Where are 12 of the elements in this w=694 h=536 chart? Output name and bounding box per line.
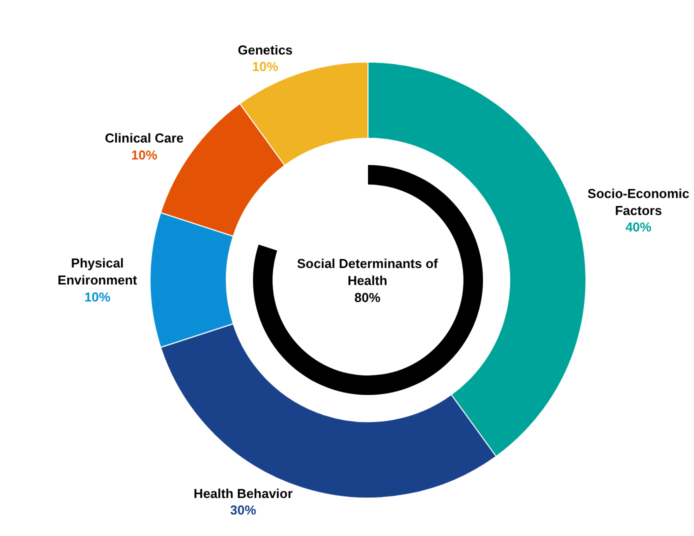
slice-label: Health Behavior <box>194 486 293 501</box>
slice-label: Clinical Care <box>104 130 184 146</box>
data-label: 10% <box>131 147 158 162</box>
data-label: 40% <box>625 220 652 235</box>
data-label: 10% <box>252 59 279 74</box>
slice-label: Social Determinants of Health <box>297 256 439 288</box>
slice-label: Socio-Economic Factors <box>588 186 690 218</box>
data-label: 30% <box>230 502 257 518</box>
data-label: 80% <box>354 290 381 305</box>
slice-label: Physical Environment <box>58 256 138 288</box>
data-label: 10% <box>84 289 111 304</box>
slice-label: Genetics <box>238 42 293 58</box>
